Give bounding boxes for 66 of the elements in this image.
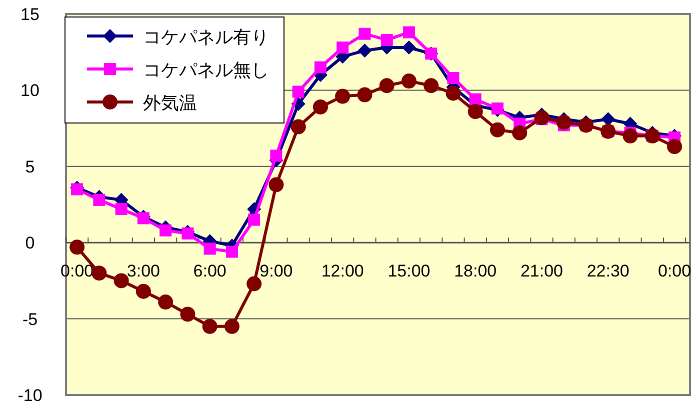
- point: [137, 212, 150, 224]
- point: [380, 34, 393, 46]
- point: [424, 78, 439, 94]
- x-tick-label: 22:30: [586, 262, 630, 281]
- point: [490, 122, 505, 138]
- point: [290, 119, 306, 134]
- point: [335, 88, 350, 104]
- x-tick-label: 6:00: [193, 262, 226, 281]
- point: [512, 125, 528, 140]
- point: [622, 128, 638, 144]
- point: [292, 86, 304, 98]
- y-tick-label: -10: [18, 386, 42, 405]
- point: [446, 86, 461, 101]
- point: [248, 214, 260, 226]
- legend-label: コケパネル無し: [143, 60, 269, 80]
- y-tick-label: 0: [25, 234, 35, 253]
- point: [202, 318, 218, 334]
- x-tick-label: 9:00: [260, 262, 293, 281]
- point: [268, 177, 284, 192]
- y-tick-label: 10: [20, 81, 40, 100]
- point: [402, 40, 416, 55]
- point: [224, 318, 240, 334]
- point: [401, 74, 416, 89]
- point: [358, 28, 371, 40]
- point: [312, 99, 328, 114]
- point: [357, 87, 372, 102]
- point: [160, 224, 172, 236]
- x-tick-label: 0:00: [658, 262, 692, 281]
- point: [447, 72, 460, 84]
- point: [601, 112, 616, 126]
- point: [270, 150, 282, 162]
- point: [136, 284, 151, 299]
- point: [556, 114, 572, 130]
- legend-label: コケパネル有り: [143, 27, 269, 47]
- x-tick-label: 21:00: [520, 262, 564, 281]
- point: [93, 194, 106, 206]
- point: [379, 78, 394, 94]
- point: [358, 44, 372, 58]
- point: [115, 203, 128, 216]
- point: [667, 139, 682, 154]
- x-tick-label: 12:00: [321, 262, 364, 281]
- point: [491, 102, 504, 114]
- point: [182, 227, 194, 240]
- point: [226, 246, 238, 258]
- point: [402, 26, 415, 38]
- x-tick-label: 0:00: [60, 262, 94, 281]
- x-tick-label: 18:00: [454, 262, 497, 281]
- y-tick-label: -5: [22, 310, 38, 329]
- point: [71, 183, 84, 196]
- x-tick-label: 3:00: [126, 262, 160, 281]
- point: [469, 93, 482, 106]
- point: [534, 110, 550, 126]
- point: [180, 306, 196, 322]
- legend-label: 外気温: [143, 93, 197, 113]
- point: [114, 273, 129, 288]
- point: [336, 42, 349, 54]
- y-tick-label: 5: [25, 157, 35, 176]
- point: [158, 294, 174, 310]
- x-tick-label: 15:00: [388, 262, 430, 281]
- point: [70, 240, 85, 255]
- point: [246, 276, 262, 292]
- point: [314, 61, 326, 74]
- point: [468, 104, 483, 120]
- point: [204, 242, 216, 255]
- point: [92, 266, 107, 281]
- y-tick-label: 15: [20, 5, 40, 24]
